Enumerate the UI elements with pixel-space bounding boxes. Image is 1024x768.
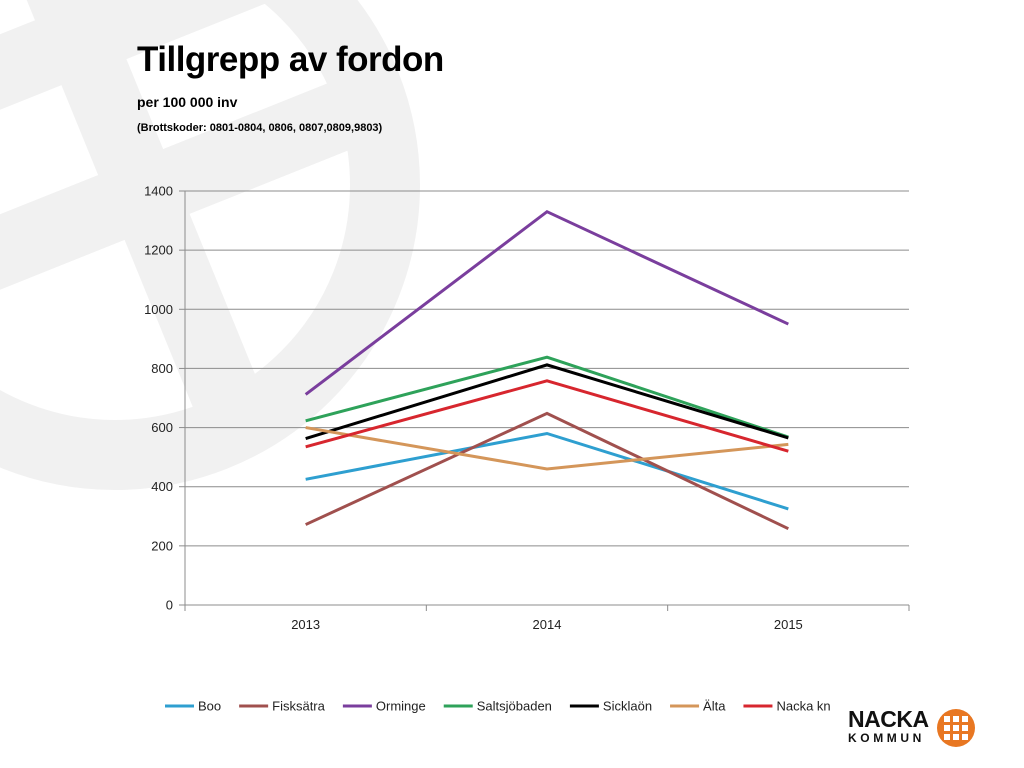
- nacka-kommun-logo: NACKA KOMMUN: [848, 708, 934, 746]
- y-tick-label: 600: [151, 420, 173, 435]
- logo-text-line2: KOMMUN: [848, 731, 925, 745]
- legend-label-boo: Boo: [198, 699, 221, 714]
- y-tick-label: 1200: [144, 243, 173, 258]
- legend-label-fisksätra: Fisksätra: [272, 699, 326, 714]
- series-lines: [304, 209, 789, 531]
- y-tick-label: 400: [151, 479, 173, 494]
- series-line-orminge: [304, 209, 789, 396]
- nacka-crest-icon: [937, 709, 975, 747]
- y-tick-labels: 0 200 400 600 800 1000 1200 1400: [144, 184, 173, 613]
- gridlines: [185, 190, 909, 547]
- y-tick-label: 0: [166, 598, 173, 613]
- legend-label-älta: Älta: [703, 699, 726, 714]
- crime-codes-note: (Brottskoder: 0801-0804, 0806, 0807,0809…: [137, 122, 383, 134]
- axes: [179, 190, 910, 611]
- series-line-älta: [305, 426, 789, 471]
- series-line-boo: [305, 431, 789, 511]
- y-tick-label: 800: [151, 361, 173, 376]
- page-title: Tillgrepp av fordon: [137, 40, 444, 79]
- x-tick-label: 2015: [774, 617, 803, 632]
- logo-text-line1: NACKA: [848, 706, 929, 732]
- series-line-saltsjöbaden: [305, 355, 789, 439]
- series-line-sicklaön: [305, 363, 789, 440]
- x-tick-label: 2014: [533, 617, 562, 632]
- legend-label-saltsjöbaden: Saltsjöbaden: [477, 699, 552, 714]
- series-line-fisksätra: [305, 411, 789, 531]
- y-tick-label: 1000: [144, 302, 173, 317]
- legend: Boo Fisksätra Orminge Saltsjöbaden Sicklaön Ä…: [165, 699, 831, 714]
- y-tick-label: 1400: [144, 184, 173, 199]
- page-subtitle: per 100 000 inv: [137, 94, 238, 110]
- legend-label-sicklaön: Sicklaön: [603, 699, 652, 714]
- series-line-nacka-kn: [305, 379, 789, 453]
- y-tick-label: 200: [151, 538, 173, 553]
- x-tick-label: 2013: [291, 617, 320, 632]
- x-tick-labels: 2013 2014 2015: [291, 617, 803, 632]
- legend-label-nacka-kn: Nacka kn: [776, 699, 830, 714]
- legend-label-orminge: Orminge: [376, 699, 426, 714]
